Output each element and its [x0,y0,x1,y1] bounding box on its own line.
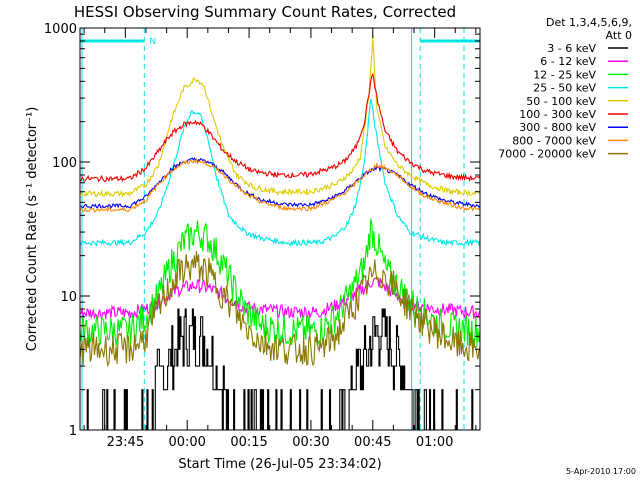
legend-label-6: 300 - 800 keV [519,121,596,134]
y-tick-label-0: 1 [69,424,77,439]
footer-date: 5-Apr-2010 17:00 [566,467,636,476]
legend-header-line-2: Att 0 [606,29,632,42]
plot-frame [79,27,481,431]
series-line-5 [79,72,481,183]
x-axis-label: Start Time (26-Jul-05 23:34:02) [178,457,381,472]
x-tick-label-3: 00:30 [292,435,329,450]
series-line-7 [79,157,481,213]
night-marker-label: N [149,37,156,47]
legend-label-4: 50 - 100 keV [526,95,596,108]
legend-label-1: 6 - 12 keV [540,55,596,68]
series-line-3 [79,98,481,248]
y-axis-label: Corrected Count Rate (s⁻¹ detector⁻¹) [25,107,40,352]
y-tick-label-2: 100 [52,156,77,171]
legend-label-2: 12 - 25 keV [533,68,596,81]
x-tick-label-5: 01:00 [416,435,453,450]
legend-header-line-1: Det 1,3,4,5,6,9, [546,16,632,29]
x-tick-label-0: 23:45 [107,435,144,450]
legend-label-0: 3 - 6 keV [547,42,596,55]
y-tick-label-3: 1000 [44,22,77,37]
legend-label-8: 7000 - 20000 keV [498,148,596,161]
legend-label-3: 25 - 50 keV [533,82,596,95]
legend-label-5: 100 - 300 keV [519,108,596,121]
series-line-8 [79,251,481,368]
x-tick-label-1: 00:00 [168,435,205,450]
x-tick-label-4: 00:45 [354,435,391,450]
plot-area: N [79,28,481,431]
legend-label-7: 800 - 7000 keV [512,134,596,147]
x-tick-label-2: 00:15 [230,435,267,450]
series-line-4 [79,35,481,199]
axes: 1 10 100 1000 23:45 00:00 00:15 00:30 00:45 01:00 [44,22,480,450]
y-tick-label-1: 10 [60,290,77,305]
chart-title: HESSI Observing Summary Count Rates, Cor… [74,3,456,21]
